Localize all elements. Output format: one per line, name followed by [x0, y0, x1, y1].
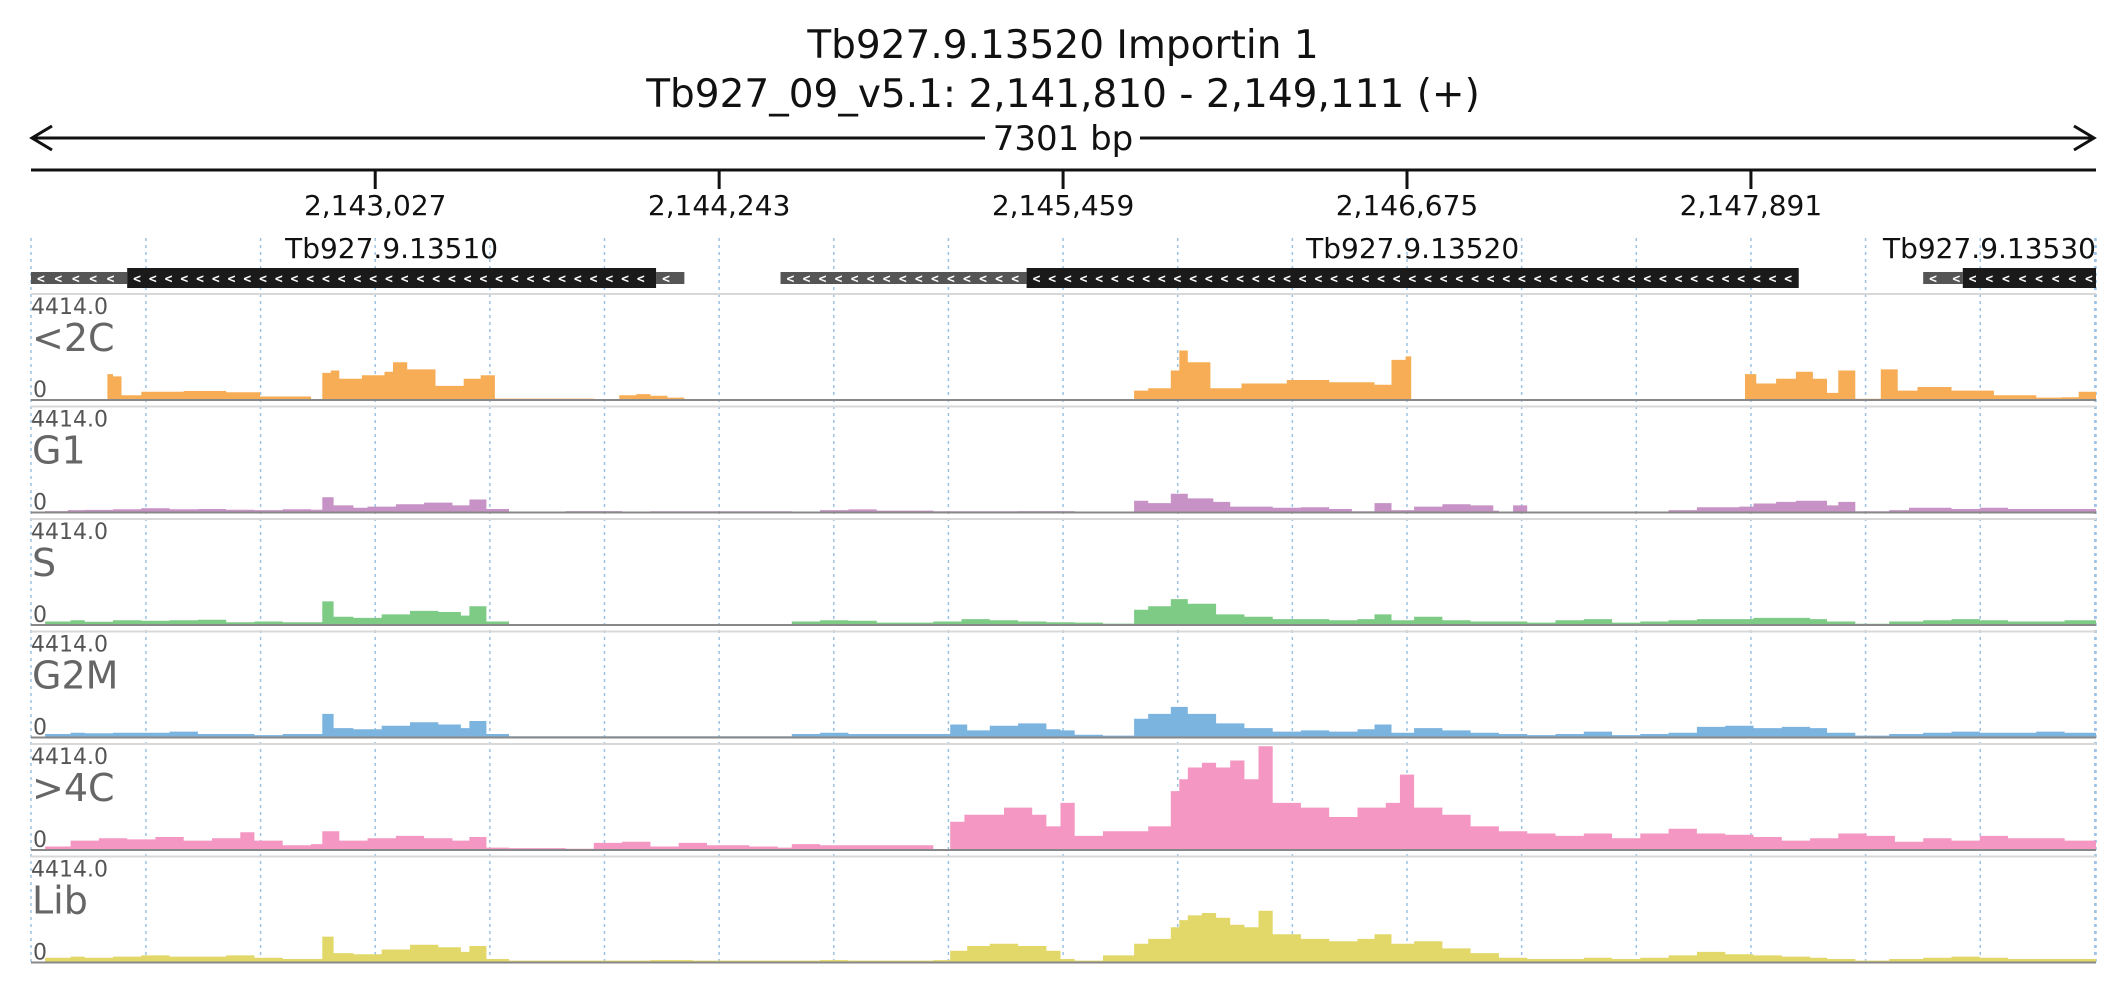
track-min-label: 0	[33, 378, 47, 403]
coverage-area	[107, 350, 2096, 400]
chart-title: Tb927.9.13520 Importin 1	[806, 23, 1318, 68]
track-min-label: 0	[33, 941, 47, 966]
span-arrow-head-left	[29, 124, 53, 152]
chart-subtitle: Tb927_09_v5.1: 2,141,810 - 2,149,111 (+)	[645, 72, 1480, 117]
coverage-area	[45, 746, 2096, 850]
gene-utr	[656, 272, 685, 284]
x-tick-label: 2,147,891	[1680, 189, 1823, 222]
x-axis-ticks: 2,143,027 2,144,243 2,145,459 2,146,675 2,14…	[304, 170, 1822, 222]
track-4: 4414.0>4C 0	[31, 743, 2096, 853]
track-max-label: 4414.0	[31, 858, 108, 883]
gene-cds	[1026, 268, 1799, 288]
gene-utr	[1923, 272, 1963, 284]
span-length-label: 7301 bp	[993, 119, 1134, 159]
gene-Tb927.9.13530: << <<<<<<<<Tb927.9.13530	[1882, 232, 2096, 288]
x-tick-label: 2,145,459	[992, 189, 1135, 222]
strand-chevrons: <<<<<<<<<<<<<<<	[787, 272, 1020, 287]
x-tick-label: 2,143,027	[304, 189, 447, 222]
x-tick-label: 2,144,243	[648, 189, 791, 222]
gene-utr	[780, 272, 1027, 284]
strand-chevrons: <<<<<	[37, 272, 115, 287]
gene-label: Tb927.9.13520	[1305, 232, 1519, 265]
track-name: >4C	[32, 766, 115, 810]
track-min-label: 0	[33, 603, 47, 628]
track-name: G2M	[32, 654, 118, 698]
track-0: 4414.0<2C 0	[31, 293, 2096, 403]
track-min-label: 0	[33, 828, 47, 853]
gene-Tb927.9.13510: <<<<< <<<<<<<<<<<<<<<<<<<<<<<<<<<<<<<<<<T…	[31, 232, 685, 288]
coverage-area	[45, 493, 2096, 513]
track-max-label: 4414.0	[31, 633, 108, 658]
strand-chevrons: <<<<<<<<<<<<<<<<<<<<<<<<<<<<<<<<<<<<<<<<…	[1033, 272, 1793, 287]
track-max-label: 4414.0	[31, 520, 108, 545]
span-arrow-head-right	[2073, 124, 2097, 152]
coverage-area	[45, 910, 2096, 963]
gene-Tb927.9.13520: <<<<<<<<<<<<<<< <<<<<<<<<<<<<<<<<<<<<<<<<…	[780, 232, 1799, 288]
grid-lines	[30, 238, 2097, 962]
track-2: 4414.0S 0	[31, 518, 2096, 628]
track-name: S	[32, 541, 56, 585]
gene-cds	[1962, 268, 2096, 288]
gene-cds	[127, 268, 657, 288]
track-max-label: 4414.0	[31, 408, 108, 433]
strand-chevrons: <	[662, 272, 670, 287]
track-max-label: 4414.0	[31, 745, 108, 770]
gene-label: Tb927.9.13530	[1882, 232, 2096, 265]
strand-chevrons: <<<<<<<<<<<<<<<<<<<<<<<<<<<<<<<<<	[133, 272, 645, 287]
gene-label: Tb927.9.13510	[284, 232, 498, 265]
track-name: G1	[32, 429, 86, 473]
x-tick-label: 2,146,675	[1336, 189, 1479, 222]
track-max-label: 4414.0	[31, 295, 108, 320]
coverage-area	[45, 599, 2096, 625]
track-min-label: 0	[33, 716, 47, 741]
track-name: <2C	[32, 316, 115, 360]
gene-track: <<<<< <<<<<<<<<<<<<<<<<<<<<<<<<<<<<<<<<<T…	[31, 232, 2096, 288]
coverage-area	[45, 706, 2096, 738]
track-min-label: 0	[33, 491, 47, 516]
track-1: 4414.0G1 0	[31, 405, 2096, 516]
gene-utr	[31, 272, 128, 284]
coverage-tracks: 4414.0<2C04414.0G104414.0S04414.0G2M0441…	[31, 293, 2096, 966]
track-name: Lib	[32, 879, 88, 923]
span-arrow: 7301 bp	[29, 119, 2097, 159]
